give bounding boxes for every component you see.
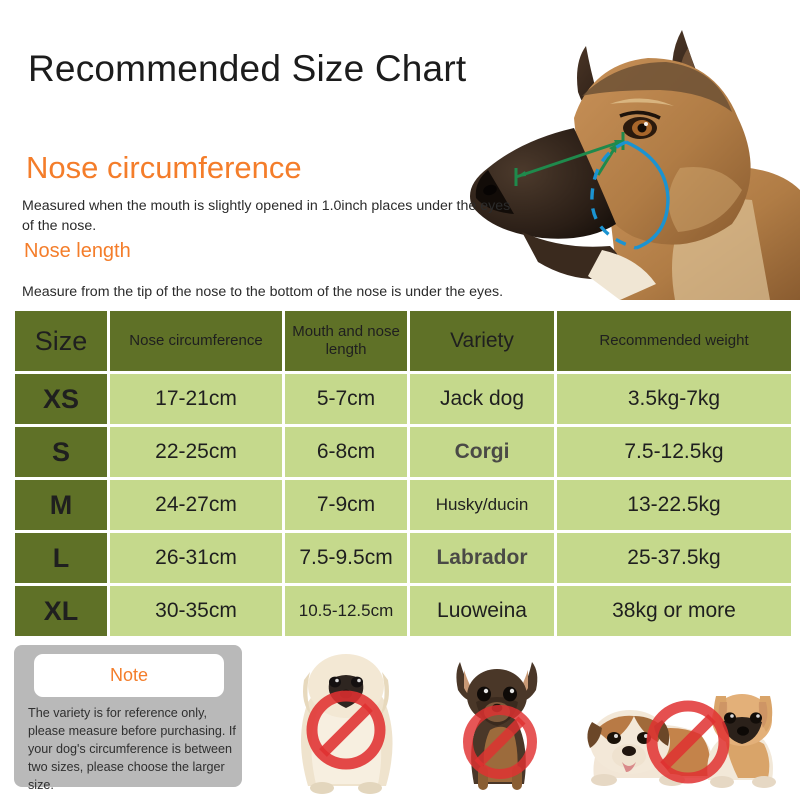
cell-size: S <box>15 427 107 477</box>
measurement-annotations <box>514 132 670 250</box>
note-box: Note The variety is for reference only, … <box>14 645 242 792</box>
section-heading-nose-length: Nose length <box>24 240 131 262</box>
prohibition-icon <box>463 705 537 779</box>
nose-length-arrow <box>514 132 625 186</box>
table-row: M 24-27cm 7-9cm Husky/ducin 13-22.5kg <box>15 480 791 530</box>
cell-nose-length: 10.5-12.5cm <box>285 586 407 636</box>
cell-weight: 3.5kg-7kg <box>557 374 791 424</box>
cell-variety: Corgi <box>410 427 554 477</box>
cell-nose-length: 7.5-9.5cm <box>285 533 407 583</box>
size-chart-table: Size Nose circumference Mouth and nose l… <box>12 308 794 639</box>
bulldog-pair-photo <box>576 638 792 796</box>
description-nose-circumference: Measured when the mouth is slightly open… <box>22 198 511 234</box>
cell-weight: 25-37.5kg <box>557 533 791 583</box>
cell-nose-circumference: 26-31cm <box>110 533 282 583</box>
cell-nose-circumference: 22-25cm <box>110 427 282 477</box>
column-header-size: Size <box>15 311 107 371</box>
cell-nose-circumference: 24-27cm <box>110 480 282 530</box>
nose-circumference-loop <box>590 140 670 250</box>
excluded-breeds-gallery <box>258 638 800 800</box>
pekingese-photo <box>278 638 414 796</box>
cell-variety: Husky/ducin <box>410 480 554 530</box>
description-nose-length: Measure from the tip of the nose to the … <box>22 284 504 300</box>
column-header-recommended-weight: Recommended weight <box>557 311 791 371</box>
cell-variety: Luoweina <box>410 586 554 636</box>
cell-weight: 7.5-12.5kg <box>557 427 791 477</box>
chihuahua-photo <box>434 638 560 796</box>
table-header-row: Size Nose circumference Mouth and nose l… <box>15 311 791 371</box>
section-heading-nose-circumference: Nose circumference <box>26 150 302 185</box>
table-row: L 26-31cm 7.5-9.5cm Labrador 25-37.5kg <box>15 533 791 583</box>
cell-size: L <box>15 533 107 583</box>
page-title: Recommended Size Chart <box>28 48 467 89</box>
cell-nose-circumference: 30-35cm <box>110 586 282 636</box>
cell-size: M <box>15 480 107 530</box>
cell-size: XL <box>15 586 107 636</box>
cell-nose-length: 6-8cm <box>285 427 407 477</box>
note-title: Note <box>109 665 149 685</box>
german-shepherd-photo <box>470 0 800 300</box>
note-body: The variety is for reference only, pleas… <box>28 706 236 792</box>
column-header-nose-circumference: Nose circumference <box>110 311 282 371</box>
table-row: XL 30-35cm 10.5-12.5cm Luoweina 38kg or … <box>15 586 791 636</box>
column-header-variety: Variety <box>410 311 554 371</box>
column-header-mouth-nose-length: Mouth and nose length <box>285 311 407 371</box>
cell-nose-circumference: 17-21cm <box>110 374 282 424</box>
cell-variety: Labrador <box>410 533 554 583</box>
cell-nose-length: 7-9cm <box>285 480 407 530</box>
note-title-panel: Note <box>34 654 224 697</box>
cell-size: XS <box>15 374 107 424</box>
cell-variety: Jack dog <box>410 374 554 424</box>
table-row: S 22-25cm 6-8cm Corgi 7.5-12.5kg <box>15 427 791 477</box>
cell-nose-length: 5-7cm <box>285 374 407 424</box>
table-row: XS 17-21cm 5-7cm Jack dog 3.5kg-7kg <box>15 374 791 424</box>
prohibition-icon <box>646 700 730 784</box>
cell-weight: 13-22.5kg <box>557 480 791 530</box>
cell-weight: 38kg or more <box>557 586 791 636</box>
prohibition-icon <box>306 690 386 770</box>
